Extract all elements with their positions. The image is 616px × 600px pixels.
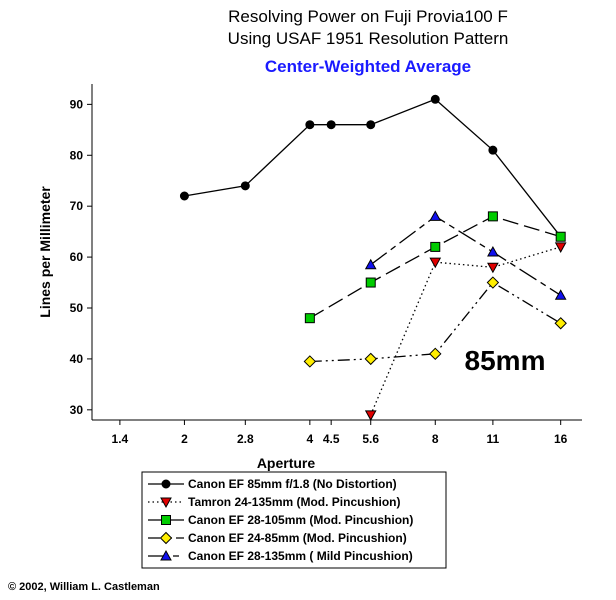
data-point xyxy=(554,317,567,330)
series-4 xyxy=(303,276,567,368)
x-tick-label: 11 xyxy=(487,432,500,446)
x-tick-label: 8 xyxy=(432,432,439,446)
data-point xyxy=(365,277,376,288)
data-point xyxy=(430,94,440,104)
data-point xyxy=(429,347,442,361)
chart-subtitle: Center-Weighted Average xyxy=(265,57,471,76)
data-point xyxy=(488,145,498,155)
legend-item: Canon EF 24-85mm (Mod. Pincushion) xyxy=(148,531,407,545)
series-line xyxy=(370,246,561,416)
y-tick-label: 40 xyxy=(70,352,84,366)
copyright-notice: © 2002, William L. Castleman xyxy=(8,581,160,593)
data-point xyxy=(179,191,189,201)
x-axis-label: Aperture xyxy=(257,455,316,471)
x-tick-label: 1.4 xyxy=(112,432,129,446)
x-tick-label: 4 xyxy=(307,432,314,446)
series-3 xyxy=(304,211,566,324)
legend-box xyxy=(141,471,447,569)
legend-marker xyxy=(161,479,171,489)
legend-label: Canon EF 28-105mm (Mod. Pincushion) xyxy=(188,513,413,527)
data-point xyxy=(304,313,315,324)
data-point xyxy=(554,242,567,253)
series-layer xyxy=(179,94,567,421)
data-point xyxy=(554,289,567,300)
series-line xyxy=(184,98,562,238)
data-point xyxy=(487,211,498,222)
data-point xyxy=(366,120,376,130)
y-tick-label: 50 xyxy=(70,301,84,315)
legend-item: Canon EF 85mm f/1.8 (No Distortion) xyxy=(148,477,397,491)
data-point xyxy=(240,181,250,191)
legend-label: Canon EF 85mm f/1.8 (No Distortion) xyxy=(188,477,397,491)
y-tick-label: 90 xyxy=(70,97,84,111)
data-point xyxy=(430,241,441,252)
data-point xyxy=(364,410,377,421)
data-point xyxy=(487,262,499,274)
series-5 xyxy=(364,210,567,300)
data-point xyxy=(486,276,500,289)
y-axis: 30 40 50 60 70 80 90 xyxy=(70,84,93,420)
x-tick-label: 2 xyxy=(181,432,188,446)
y-tick-label: 30 xyxy=(70,403,84,417)
data-point xyxy=(303,355,317,368)
y-tick-label: 80 xyxy=(70,148,84,162)
legend: Canon EF 85mm f/1.8 (No Distortion) Tamro… xyxy=(141,471,447,569)
legend-marker xyxy=(160,549,172,561)
legend-item: Canon EF 28-105mm (Mod. Pincushion) xyxy=(148,513,413,527)
x-tick-label: 16 xyxy=(554,432,568,446)
y-tick-label: 70 xyxy=(70,199,84,213)
data-point xyxy=(429,210,442,221)
data-point xyxy=(364,352,377,366)
legend-label: Tamron 24-135mm (Mod. Pincushion) xyxy=(188,495,400,509)
legend-marker xyxy=(161,515,171,525)
data-point xyxy=(364,258,377,270)
legend-marker xyxy=(159,531,173,545)
legend-item: Tamron 24-135mm (Mod. Pincushion) xyxy=(148,495,400,509)
series-2 xyxy=(364,242,567,421)
chart-title-line2: Using USAF 1951 Resolution Pattern xyxy=(228,29,509,48)
y-tick-label: 60 xyxy=(70,250,84,264)
series-1 xyxy=(179,94,566,242)
focal-length-annotation: 85mm xyxy=(465,345,546,376)
y-axis-label: Lines per Millimeter xyxy=(37,186,53,318)
series-line xyxy=(370,215,562,296)
x-tick-label: 5.6 xyxy=(362,432,379,446)
data-point xyxy=(305,120,315,130)
data-point xyxy=(429,257,442,269)
legend-item: Canon EF 28-135mm ( Mild Pincushion) xyxy=(148,549,413,563)
data-point xyxy=(555,231,566,242)
data-point xyxy=(487,245,499,257)
chart-title-line1: Resolving Power on Fuji Provia100 F xyxy=(228,7,508,26)
legend-label: Canon EF 24-85mm (Mod. Pincushion) xyxy=(188,531,407,545)
x-tick-label: 4.5 xyxy=(323,432,340,446)
x-tick-label: 2.8 xyxy=(237,432,254,446)
data-point xyxy=(326,120,336,130)
legend-label: Canon EF 28-135mm ( Mild Pincushion) xyxy=(188,549,413,563)
x-axis: 1.4 2 2.8 4 4.5 5.6 8 11 16 xyxy=(92,419,582,446)
legend-marker xyxy=(160,497,172,509)
